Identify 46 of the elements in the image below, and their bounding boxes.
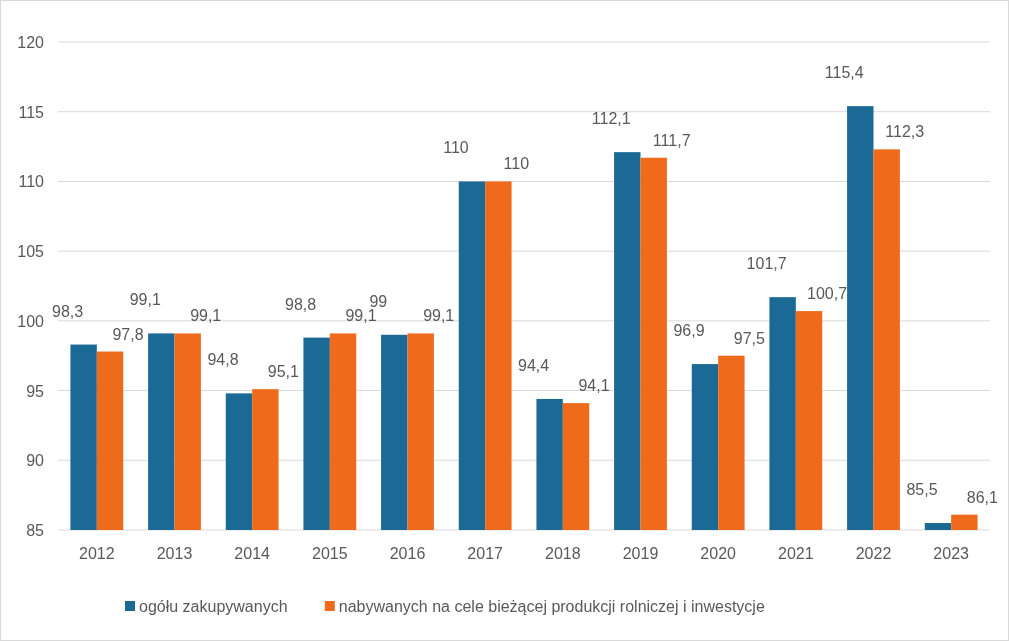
data-label: 86,1 — [966, 488, 999, 506]
data-label: 99,1 — [190, 307, 222, 325]
x-tick-label: 2012 — [79, 545, 115, 562]
x-tick-label: 2018 — [545, 545, 581, 562]
y-tick-label: 95 — [26, 382, 45, 400]
legend-label: ogółu zakupywanych — [139, 598, 288, 615]
data-label: 100,7 — [807, 285, 848, 303]
data-label: 99,1 — [345, 307, 377, 325]
y-tick-label: 120 — [17, 34, 45, 51]
data-label: 99,1 — [423, 307, 455, 325]
data-label: 94,1 — [578, 377, 610, 395]
data-label: 98,3 — [52, 302, 84, 320]
data-label: 96,9 — [673, 322, 705, 340]
data-label: 97,5 — [733, 329, 766, 347]
x-tick-label: 2016 — [389, 545, 426, 562]
y-tick-label: 100 — [17, 312, 45, 330]
x-tick-label: 2022 — [855, 545, 892, 562]
data-label: 99,1 — [129, 291, 161, 309]
data-label: 110 — [443, 139, 469, 157]
data-label: 111,7 — [652, 131, 691, 149]
data-label: 101,7 — [746, 255, 787, 273]
x-tick-label: 2017 — [467, 545, 504, 562]
data-label: 112,1 — [591, 110, 631, 128]
data-label: 110 — [503, 155, 530, 173]
y-tick-label: 85 — [26, 522, 45, 539]
data-label: 97,8 — [112, 325, 144, 343]
data-label: 95,1 — [267, 363, 300, 381]
x-tick-label: 2021 — [778, 545, 814, 562]
x-tick-label: 2013 — [156, 545, 193, 562]
data-label: 98,8 — [285, 295, 317, 313]
data-label: 115,4 — [824, 64, 864, 82]
y-tick-label: 110 — [18, 173, 45, 191]
x-tick-label: 2019 — [622, 545, 659, 562]
data-label: 94,8 — [207, 351, 239, 369]
data-label: 94,4 — [518, 356, 550, 374]
data-label: 85,5 — [906, 481, 938, 499]
data-label: 112,3 — [885, 123, 925, 141]
legend-label: nabywanych na cele bieżącej produkcji rolniczej i inwestycje — [338, 598, 765, 615]
x-tick-label: 2023 — [933, 545, 970, 562]
y-tick-label: 115 — [18, 103, 45, 121]
x-tick-label: 2015 — [312, 545, 348, 562]
x-tick-label: 2020 — [700, 545, 737, 562]
data-label: 99 — [369, 292, 388, 310]
x-tick-label: 2014 — [234, 545, 271, 562]
y-tick-label: 90 — [26, 452, 45, 470]
y-tick-label: 105 — [17, 243, 45, 261]
